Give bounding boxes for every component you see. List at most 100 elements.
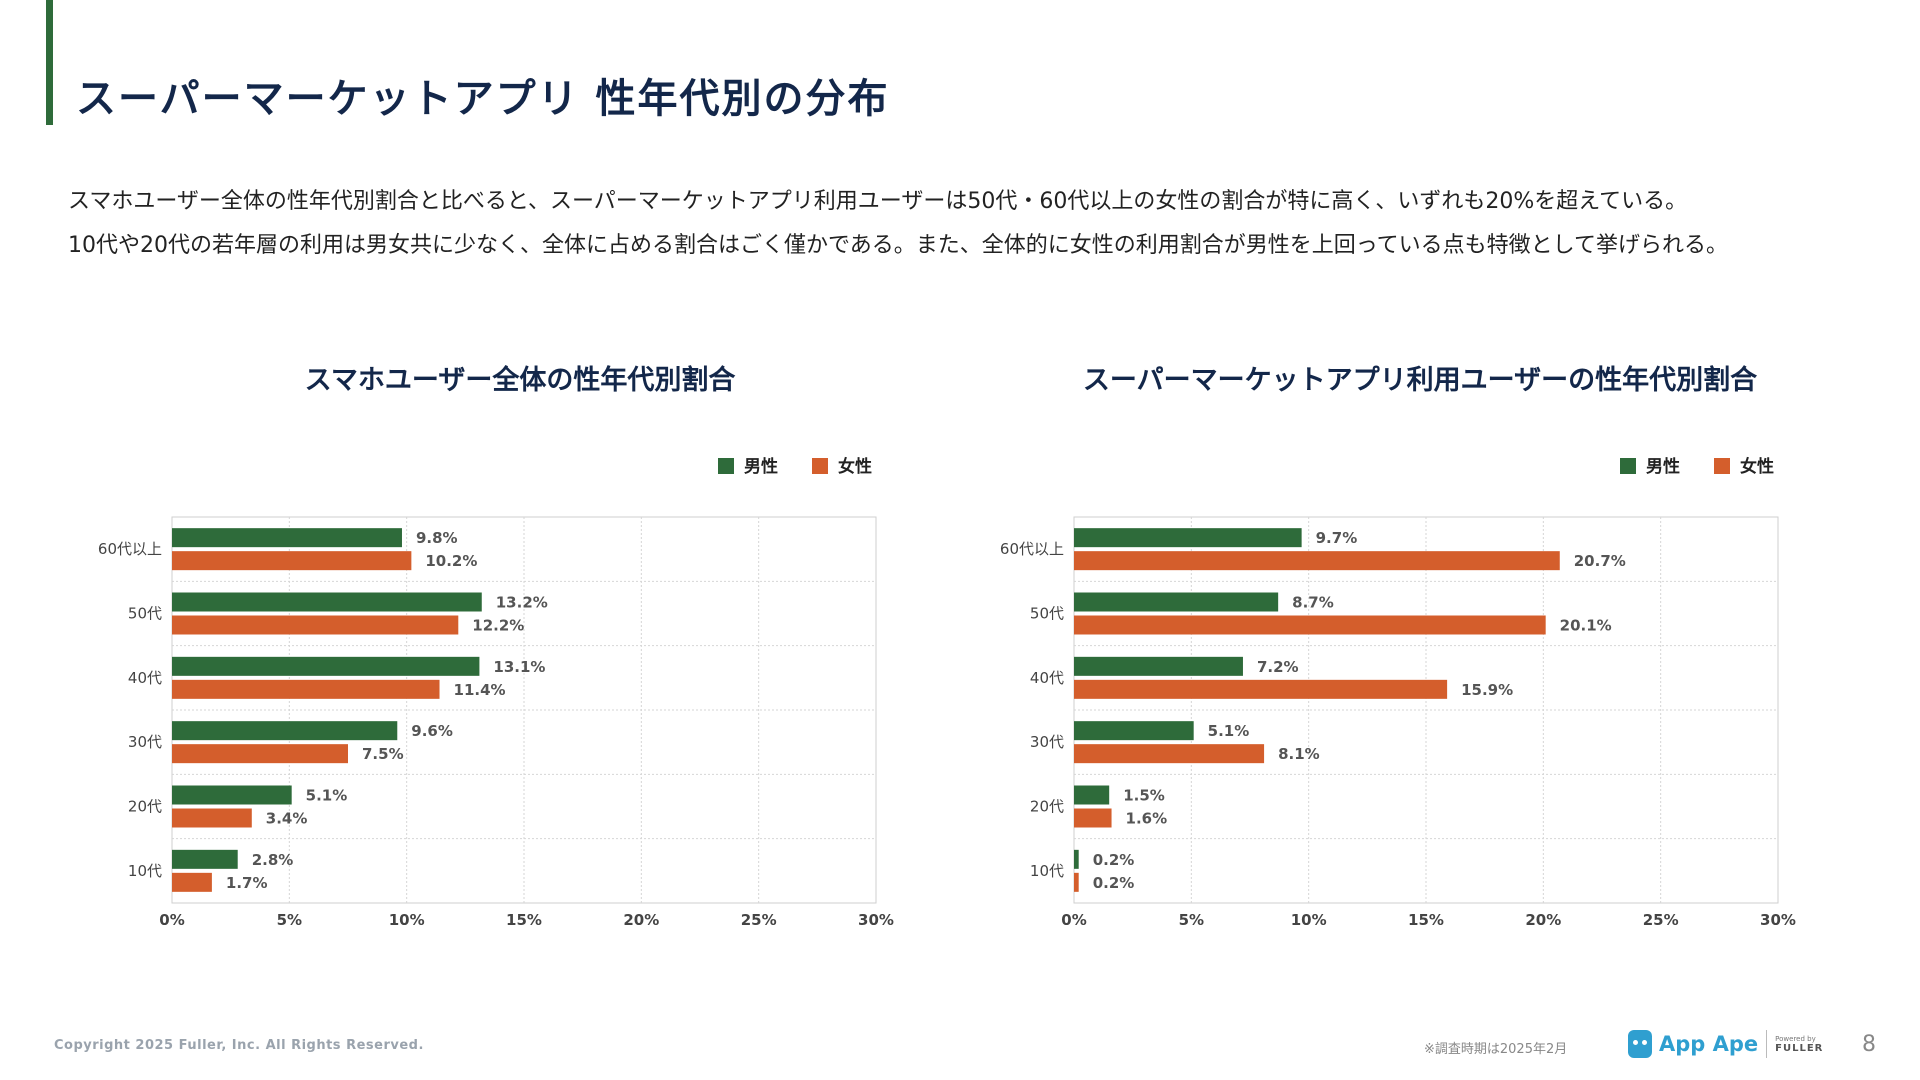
x-tick-label-4: 20% [1525, 911, 1561, 929]
value-label-female-1: 20.1% [1560, 617, 1612, 635]
x-tick-label-3: 15% [1408, 911, 1444, 929]
category-label-3: 30代 [1030, 733, 1064, 751]
value-label-male-0: 9.8% [416, 529, 458, 547]
x-tick-label-2: 10% [389, 911, 425, 929]
value-label-female-2: 11.4% [454, 681, 506, 699]
value-label-male-4: 1.5% [1123, 787, 1165, 805]
value-label-female-4: 1.6% [1126, 810, 1168, 828]
category-label-4: 20代 [1030, 798, 1064, 816]
fuller-name: FULLER [1775, 1043, 1824, 1054]
category-label-0: 60代以上 [98, 540, 162, 558]
x-tick-label-6: 30% [858, 911, 894, 929]
bar-male-1 [1074, 592, 1279, 612]
bar-male-4 [1074, 785, 1110, 805]
fuller-logo: Powered by FULLER [1775, 1034, 1823, 1054]
value-label-female-5: 0.2% [1093, 874, 1135, 892]
bar-male-2 [1074, 656, 1243, 676]
bar-male-5 [172, 849, 238, 869]
value-label-male-2: 7.2% [1257, 658, 1299, 676]
value-label-female-3: 8.1% [1278, 745, 1320, 763]
legend-swatch-1 [1714, 458, 1730, 474]
legend-label-0: 男性 [1646, 456, 1680, 477]
app-ape-icon [1628, 1030, 1652, 1058]
value-label-female-2: 15.9% [1461, 681, 1513, 699]
bar-female-2 [172, 679, 440, 699]
x-tick-label-5: 25% [1643, 911, 1679, 929]
category-label-3: 30代 [128, 733, 162, 751]
category-label-5: 10代 [128, 862, 162, 880]
x-tick-label-6: 30% [1760, 911, 1796, 929]
bar-female-2 [1074, 679, 1448, 699]
x-tick-label-1: 5% [277, 911, 302, 929]
category-label-5: 10代 [1030, 862, 1064, 880]
category-label-0: 60代以上 [1000, 540, 1064, 558]
x-tick-label-3: 15% [506, 911, 542, 929]
value-label-male-2: 13.1% [493, 658, 545, 676]
value-label-female-3: 7.5% [362, 745, 404, 763]
x-tick-label-2: 10% [1291, 911, 1327, 929]
bar-female-5 [1074, 872, 1079, 892]
legend-swatch-0 [718, 458, 734, 474]
bar-male-4 [172, 785, 292, 805]
value-label-male-5: 0.2% [1093, 851, 1135, 869]
x-tick-label-5: 25% [741, 911, 777, 929]
logo-divider [1766, 1030, 1768, 1058]
value-label-male-5: 2.8% [252, 851, 294, 869]
bar-female-5 [172, 872, 212, 892]
value-label-male-3: 9.6% [411, 722, 453, 740]
legend-label-1: 女性 [838, 456, 872, 477]
legend-swatch-1 [812, 458, 828, 474]
bar-male-0 [1074, 528, 1302, 548]
chart-supermarket-users: 男性 女性 0% 5% 10% 15% 20% 25% 30% 60代以上 9.7% 20.7% 50代… [1000, 456, 1796, 929]
logo-text: App Ape [1659, 1032, 1759, 1056]
category-label-4: 20代 [128, 798, 162, 816]
value-label-male-0: 9.7% [1316, 529, 1358, 547]
description-line-1: スマホユーザー全体の性年代別割合と比べると、スーパーマーケットアプリ利用ユーザー… [68, 189, 1688, 214]
bar-female-0 [172, 551, 412, 571]
value-label-female-5: 1.7% [226, 874, 268, 892]
bar-female-4 [1074, 808, 1112, 828]
category-label-2: 40代 [128, 669, 162, 687]
bar-male-0 [172, 528, 402, 548]
x-tick-label-4: 20% [623, 911, 659, 929]
description-line-2: 10代や20代の若年層の利用は男女共に少なく、全体に占める割合はごく僅かである。… [68, 233, 1729, 258]
bar-male-1 [172, 592, 482, 612]
bar-female-4 [172, 808, 252, 828]
bar-female-0 [1074, 551, 1560, 571]
value-label-female-4: 3.4% [266, 810, 308, 828]
x-tick-label-0: 0% [1061, 911, 1086, 929]
x-tick-label-0: 0% [159, 911, 184, 929]
chart-all-users: 男性 女性 0% 5% 10% 15% 20% 25% 30% 60代以上 9.8% 10.2% 50代… [98, 456, 894, 929]
bar-male-5 [1074, 849, 1079, 869]
value-label-male-1: 13.2% [496, 594, 548, 612]
bar-female-1 [172, 615, 459, 635]
value-label-male-4: 5.1% [306, 787, 348, 805]
bar-male-3 [172, 721, 398, 741]
value-label-male-3: 5.1% [1208, 722, 1250, 740]
category-label-1: 50代 [128, 605, 162, 623]
bar-female-3 [172, 744, 348, 764]
page-number: 8 [1862, 1032, 1876, 1057]
value-label-female-0: 20.7% [1574, 552, 1626, 570]
legend-label-1: 女性 [1740, 456, 1774, 477]
bar-male-3 [1074, 721, 1194, 741]
value-label-male-1: 8.7% [1292, 594, 1334, 612]
bar-female-1 [1074, 615, 1546, 635]
slide-title: スーパーマーケットアプリ 性年代別の分布 [76, 76, 890, 122]
powered-by-text: Powered by [1775, 1035, 1816, 1043]
chart-title-all-users: スマホユーザー全体の性年代別割合 [304, 365, 736, 396]
slide-description: スマホユーザー全体の性年代別割合と比べると、スーパーマーケットアプリ利用ユーザー… [68, 180, 1728, 268]
value-label-female-1: 12.2% [472, 617, 524, 635]
footer-survey-note: ※調査時期は2025年2月 [1424, 1042, 1568, 1057]
chart-title-supermarket-users: スーパーマーケットアプリ利用ユーザーの性年代別割合 [1082, 365, 1758, 396]
footer-copyright: Copyright 2025 Fuller, Inc. All Rights R… [54, 1038, 424, 1053]
app-ape-logo: App Ape Powered by FULLER [1628, 1026, 1823, 1062]
bar-male-2 [172, 656, 480, 676]
value-label-female-0: 10.2% [425, 552, 477, 570]
legend-swatch-0 [1620, 458, 1636, 474]
bar-female-3 [1074, 744, 1265, 764]
legend-label-0: 男性 [744, 456, 778, 477]
title-accent-bar [46, 0, 53, 125]
category-label-1: 50代 [1030, 605, 1064, 623]
category-label-2: 40代 [1030, 669, 1064, 687]
